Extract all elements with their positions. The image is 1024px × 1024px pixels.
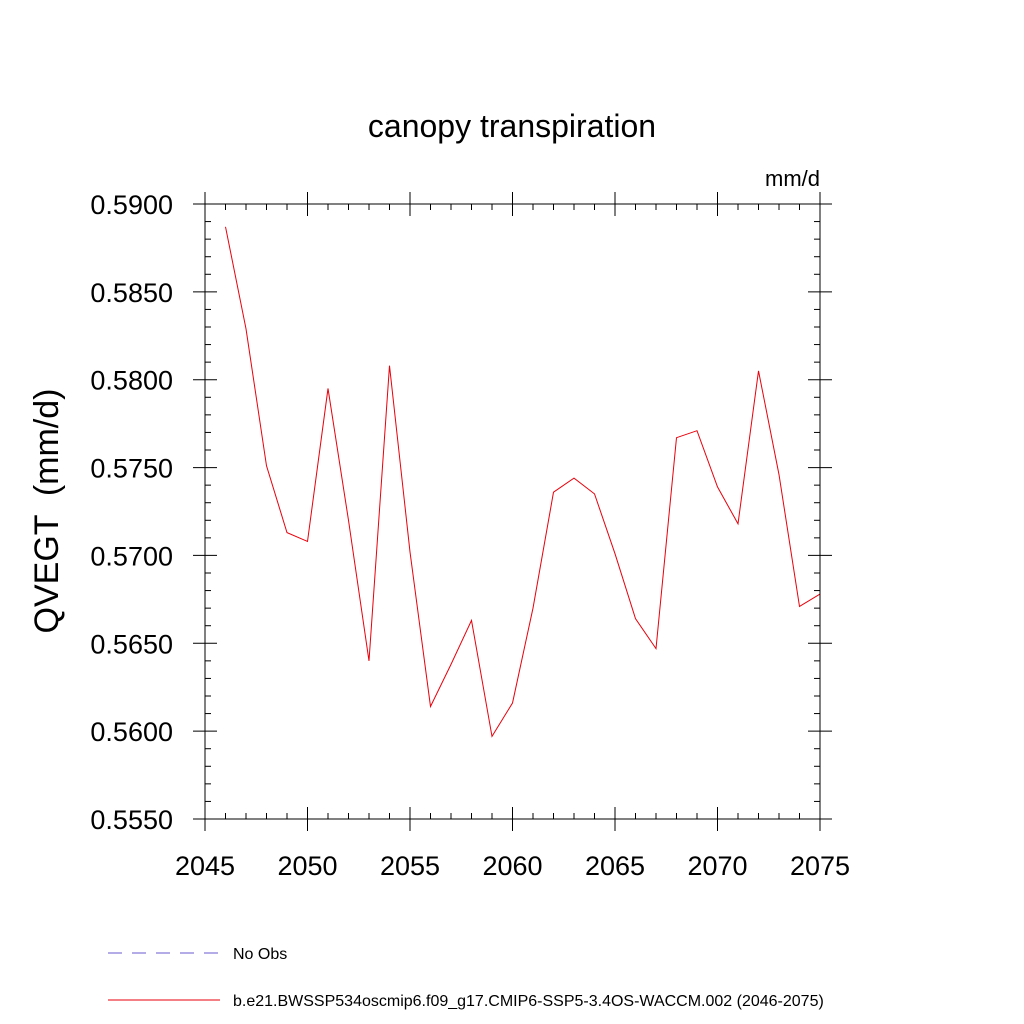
x-tick-label: 2045: [175, 851, 235, 881]
y-tick-label: 0.5650: [90, 629, 173, 659]
x-tick-label: 2075: [790, 851, 850, 881]
y-tick-label: 0.5550: [90, 805, 173, 835]
plot-frame: [204, 203, 821, 820]
units-label: mm/d: [765, 166, 820, 191]
y-tick-label: 0.5900: [90, 190, 173, 220]
legend-label: No Obs: [233, 946, 287, 963]
x-tick-label: 2050: [277, 851, 337, 881]
y-tick-label: 0.5850: [90, 278, 173, 308]
y-tick-label: 0.5750: [90, 454, 173, 484]
x-tick-label: 2060: [482, 851, 542, 881]
x-tick-label: 2055: [380, 851, 440, 881]
major-ticks: [193, 192, 832, 831]
tick-labels: 2045 2050 2055 2060 2065 2070 2075 0.5550 0.5600…: [90, 190, 850, 881]
y-axis-label: QVEGT (mm/d): [28, 389, 66, 634]
y-tick-label: 0.5800: [90, 366, 173, 396]
minor-ticks: [205, 204, 820, 819]
chart-title: canopy transpiration: [368, 108, 656, 144]
x-tick-label: 2065: [585, 851, 645, 881]
y-tick-label: 0.5700: [90, 541, 173, 571]
y-tick-label: 0.5600: [90, 717, 173, 747]
legend-label: b.e21.BWSSP534oscmip6.f09_g17.CMIP6-SSP5…: [233, 993, 824, 1010]
series-layer: [225, 226, 821, 738]
x-tick-label: 2070: [687, 851, 747, 881]
series-line: [225, 226, 821, 738]
legend: No Obs b.e21.BWSSP534oscmip6.f09_g17.CMIP…: [108, 946, 824, 1010]
